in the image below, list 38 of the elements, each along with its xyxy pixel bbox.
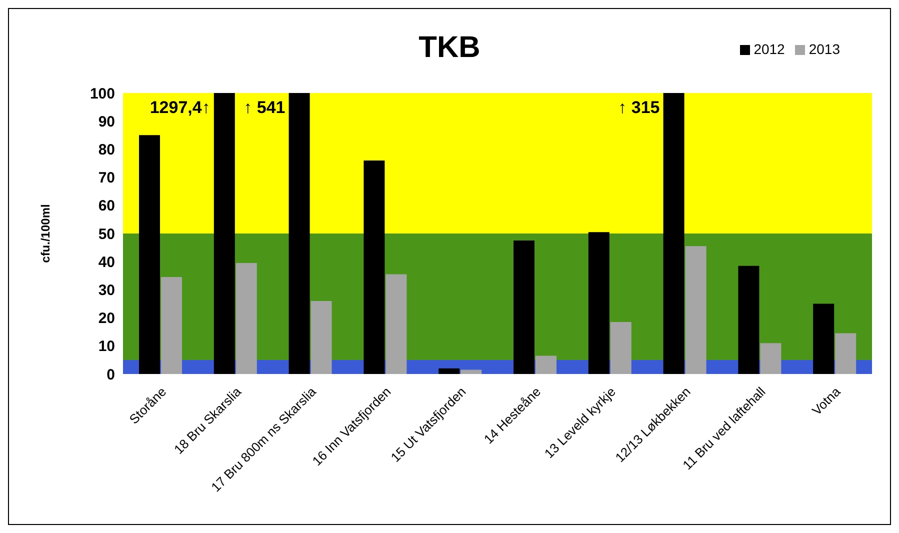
y-tick-label: 40 (98, 254, 115, 271)
bar (236, 263, 257, 374)
y-tick-label: 50 (98, 226, 115, 243)
bar (364, 160, 385, 374)
bar (536, 356, 556, 374)
bar (813, 304, 834, 374)
annotation: ↑ 315 (618, 98, 660, 117)
y-axis-title: cfu./100ml (38, 204, 52, 263)
bar (288, 93, 310, 374)
bar (310, 300, 332, 374)
legend-label: 2013 (808, 41, 840, 57)
y-tick-label: 90 (98, 113, 115, 130)
y-tick-label: 70 (98, 170, 115, 187)
y-tick-label: 80 (98, 142, 115, 159)
bar (161, 277, 182, 374)
bar (663, 93, 684, 374)
bar (738, 266, 760, 374)
bar (514, 240, 534, 374)
bar (685, 246, 706, 374)
annotation: 1297,4↑ (150, 98, 210, 117)
bar (588, 232, 610, 374)
y-tick-label: 60 (98, 198, 115, 215)
bar (438, 368, 460, 374)
bar (835, 333, 856, 374)
chart-title: TKB (418, 31, 480, 64)
y-tick-label: 20 (98, 310, 115, 328)
bar (139, 135, 160, 374)
y-tick-label: 10 (98, 338, 115, 356)
bar (460, 370, 482, 374)
bar (386, 274, 407, 374)
y-tick-label: 100 (90, 85, 115, 102)
bar (760, 343, 782, 374)
y-tick-label: 30 (98, 282, 115, 300)
bar (214, 93, 235, 374)
annotation: ↑ 541 (244, 98, 286, 117)
bar (610, 322, 632, 374)
legend-label: 2012 (754, 41, 785, 57)
y-tick-label: 0 (106, 366, 115, 384)
